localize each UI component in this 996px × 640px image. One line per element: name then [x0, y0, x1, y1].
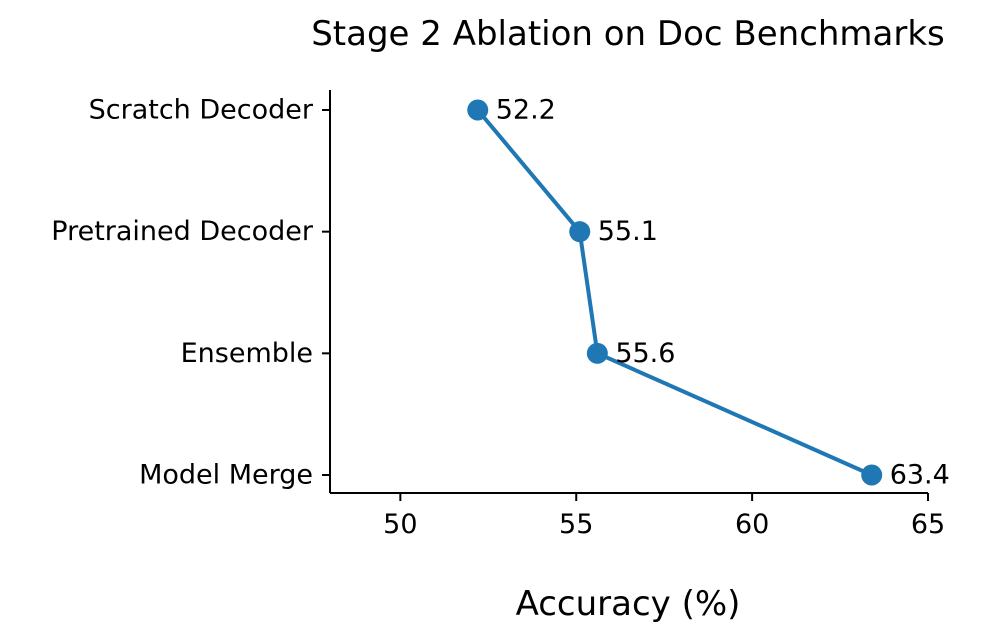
chart-title: Stage 2 Ablation on Doc Benchmarks: [311, 14, 945, 54]
y-tick-label: Model Merge: [139, 460, 313, 491]
series-line: [475, 108, 874, 477]
data-point: [861, 464, 883, 486]
y-tick-label: Pretrained Decoder: [51, 216, 314, 247]
data-point: [586, 342, 608, 364]
data-label: 55.6: [615, 338, 675, 369]
ticks: 50 55 60 65 Scratch Decoder Pretrained Decode…: [51, 95, 945, 541]
y-tick-label: Scratch Decoder: [89, 95, 314, 126]
x-axis-label: Accuracy (%): [516, 584, 741, 624]
series: [467, 99, 883, 486]
data-label: 63.4: [890, 460, 950, 491]
axes: [329, 90, 928, 494]
x-tick-label: 50: [383, 509, 417, 540]
data-label: 55.1: [598, 216, 658, 247]
x-tick-label: 55: [559, 509, 593, 540]
y-tick-label: Ensemble: [181, 338, 313, 369]
data-point: [569, 221, 591, 243]
x-tick-label: 60: [735, 509, 769, 540]
data-point: [467, 99, 489, 121]
data-labels: 52.2 55.1 55.6 63.4: [496, 95, 950, 491]
x-tick-label: 65: [911, 509, 945, 540]
data-label: 52.2: [496, 95, 556, 126]
